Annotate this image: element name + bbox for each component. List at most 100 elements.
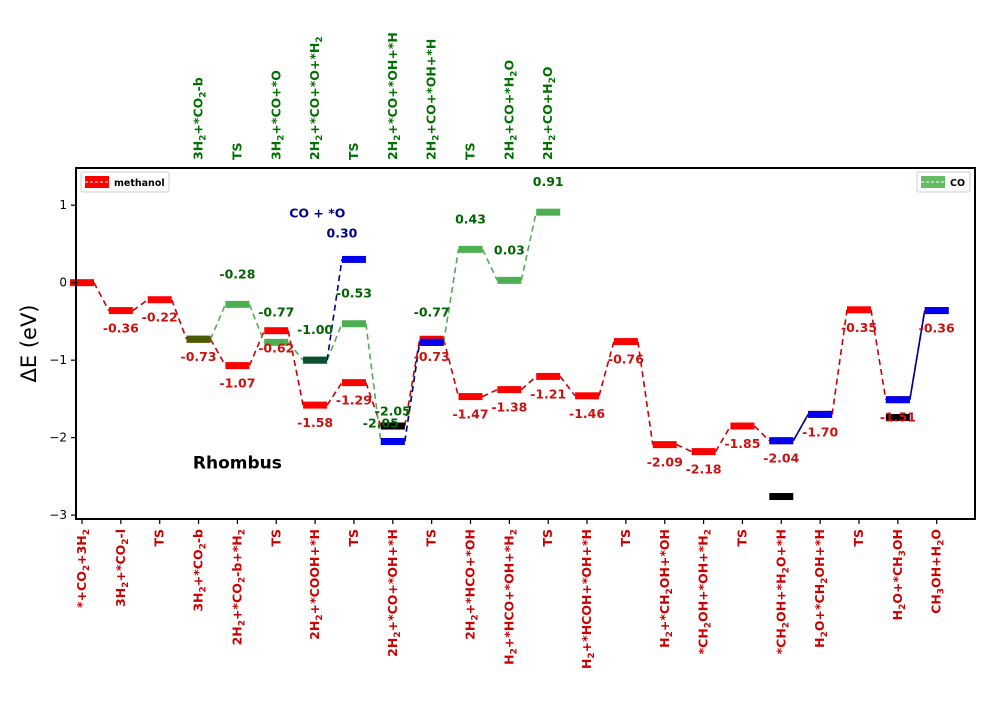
x-category-label: TS [268,529,283,547]
energy-level-blue [341,255,366,263]
structure-annotation: Rhombus [193,454,282,474]
methanol-value-label: -1.58 [297,415,333,430]
co-value-label: 0.43 [455,211,486,226]
top-category-label: 2H2+CO+*OH+*H [424,39,442,160]
x-category-label: TS [346,529,361,547]
methanol-value-label: -0.36 [919,321,955,336]
energy-level-extra [380,422,405,430]
energy-level-extra [186,335,211,343]
energy-level-methanol [70,279,94,287]
blue-pathway-line [792,414,809,442]
energy-level-CO [536,208,561,216]
blue-pathway-line [404,342,421,442]
co-value-label: -0.53 [336,286,372,301]
x-category-label: TS [851,529,866,547]
energy-level-CO [341,320,366,328]
x-category-label: *+CO2+3H2 [74,529,92,608]
x-category-label: H2+*HCOH+*OH+*H [579,529,597,669]
co-value-label: -0.77 [258,304,294,319]
energy-level-methanol [303,401,328,409]
energy-level-methanol [730,422,755,430]
energy-level-methanol [691,448,716,456]
energy-level-blue [808,410,833,418]
energy-level-CO [264,338,289,346]
methanol-value-label: -2.09 [647,455,683,470]
x-category-label: TS [618,529,633,547]
co-value-label: -2.05 [375,404,411,419]
x-category-label: *CH2OH+*H2O+*H [773,529,791,654]
axes: −3 −2 −1 0 1 ΔE (eV) [17,167,976,524]
x-category-label: H2+*CH2OH+*OH [657,529,675,648]
y-tick-label: 0 [59,276,67,290]
plot-frame [75,167,976,520]
energy-level-extra [419,338,444,346]
energy-level-blue [380,438,405,446]
top-category-label: 3H2+*CO2-b [191,77,209,160]
methanol-value-label: -0.36 [103,321,139,336]
x-category-label: H2O+*CH2OH+*H [812,529,830,648]
x-category-label: H2+*HCO+*OH+*H2 [501,529,519,665]
methanol-value-label: -1.46 [569,406,605,421]
energy-level-extra [885,413,910,421]
top-category-label: 2H2+CO+H2O [540,66,558,160]
top-category-label: TS [463,142,478,160]
y-tick-label: 1 [59,198,67,212]
x-category-label: H2O+*CH3OH [890,529,908,620]
x-category-label: 2H2+*CO+*OH+*H [385,529,403,657]
energy-level-extra [303,356,328,364]
legend-label: CO [950,178,965,189]
methanol-value-label: -0.22 [142,310,178,325]
x-category-label: 2H2+*HCO+*OH [463,529,481,640]
energy-level-methanol [108,307,133,315]
pathway-annotation: CO + *O [289,206,345,221]
energy-level-blue [924,307,949,315]
co-value-label: -0.28 [219,266,255,281]
energy-level-extra [769,493,794,501]
methanol-value-label: -1.21 [530,386,566,401]
methanol-value-label: -1.38 [491,400,527,415]
series-lines [94,212,949,451]
x-category-label: TS [540,529,555,547]
energy-level-blue [769,437,794,445]
methanol-value-label: -1.70 [802,424,838,439]
energy-level-methanol [458,393,483,401]
energy-level-methanol [652,441,677,449]
x-category-label: TS [734,529,749,547]
co-value-label: 0.91 [533,174,564,189]
energy-level-methanol [536,372,561,380]
blue-pathway-line [326,259,343,361]
energy-level-methanol [341,379,366,387]
legends: methanol CO [80,171,971,193]
methanol-value-label: -1.85 [724,436,760,451]
y-tick-label: −3 [49,508,67,522]
x-category-label: TS [152,529,167,547]
top-category-label: TS [229,142,244,160]
top-category-label: TS [346,142,361,160]
energy-levels [70,208,949,501]
energy-level-methanol [497,386,522,394]
methanol-value-label: -0.73 [181,349,217,364]
top-category-label: 2H2+*CO+*OH+*H [385,32,403,160]
x-category-label: *CH2OH+*OH+*H2 [696,529,714,654]
x-category-label: 2H2+*COOH+*H [307,529,325,640]
blue-pathway-line [909,310,926,400]
energy-level-blue [885,396,910,404]
data-labels: -0.36-0.22-0.73-1.07-0.62-1.58-1.29-0.73… [103,174,955,476]
legend-label: methanol [114,178,165,189]
top-category-label: 3H2+*CO+*O [268,70,286,160]
co-value-label: -0.77 [414,304,450,319]
methanol-value-label: -0.76 [608,352,644,367]
energy-level-CO [497,276,522,284]
co-value-label: -1.00 [297,322,333,337]
methanol-value-label: -1.29 [336,393,372,408]
bottom-category-labels: *+CO2+3H2 3H2+*CO2-l TS 3H2+*CO2-b 2H2+*CO2-… [74,529,947,669]
co-value-label: 0.03 [494,242,525,257]
energy-level-methanol [847,306,871,314]
energy-level-methanol [264,327,289,335]
methanol-value-label: -1.47 [452,407,488,422]
x-category-label: CH3OH+H2O [929,529,947,614]
y-tick-label: −1 [49,353,67,367]
blue-value-label: 0.30 [327,225,358,240]
x-category-label: 2H2+*CO2-b+*H2 [229,529,247,645]
